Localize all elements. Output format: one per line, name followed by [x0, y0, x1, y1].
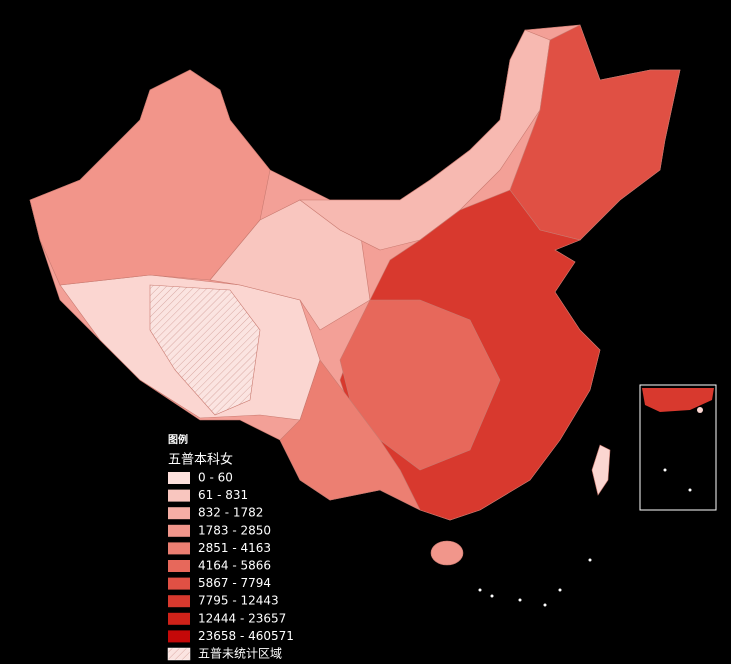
legend-label: 61 - 831	[198, 488, 248, 502]
hainan	[430, 540, 464, 566]
legend-subtitle: 五普本科女	[168, 452, 233, 468]
legend-swatch	[168, 560, 190, 572]
legend-label: 23658 - 460571	[198, 629, 294, 643]
inset-map	[639, 384, 717, 511]
legend-label: 12444 - 23657	[198, 611, 286, 625]
inner-mongolia-region	[299, 29, 551, 251]
southwest-region	[279, 359, 421, 511]
legend-swatch	[168, 542, 190, 555]
legend-label: 2851 - 4163	[198, 541, 271, 555]
legend-swatch	[168, 577, 190, 590]
legend-label: 5867 - 7794	[198, 576, 271, 590]
islands	[478, 558, 592, 607]
taiwan	[591, 444, 611, 496]
legend-title: 图例	[168, 433, 188, 446]
legend: 图例 五普本科女 0 - 60 61 - 831 832 - 1782 1783 - …	[167, 433, 294, 661]
legend-label: 7795 - 12443	[198, 594, 279, 608]
unsurveyed-area	[149, 284, 261, 416]
legend-label: 832 - 1782	[198, 506, 263, 520]
legend-swatch	[168, 489, 190, 502]
central-region	[339, 299, 501, 471]
legend-swatch	[168, 507, 190, 520]
legend-swatch	[168, 595, 190, 608]
legend-label: 0 - 60	[198, 471, 233, 485]
legend-swatch	[168, 612, 190, 625]
legend-swatch	[168, 630, 190, 643]
china-map	[29, 24, 681, 566]
legend-swatch	[168, 524, 190, 537]
legend-label: 五普未统计区域	[198, 647, 282, 661]
legend-swatch-hatched	[167, 647, 191, 661]
legend-swatch	[168, 472, 190, 484]
legend-label: 1783 - 2850	[198, 523, 271, 537]
xinjiang-region	[29, 69, 271, 286]
legend-label: 4164 - 5866	[198, 559, 271, 573]
